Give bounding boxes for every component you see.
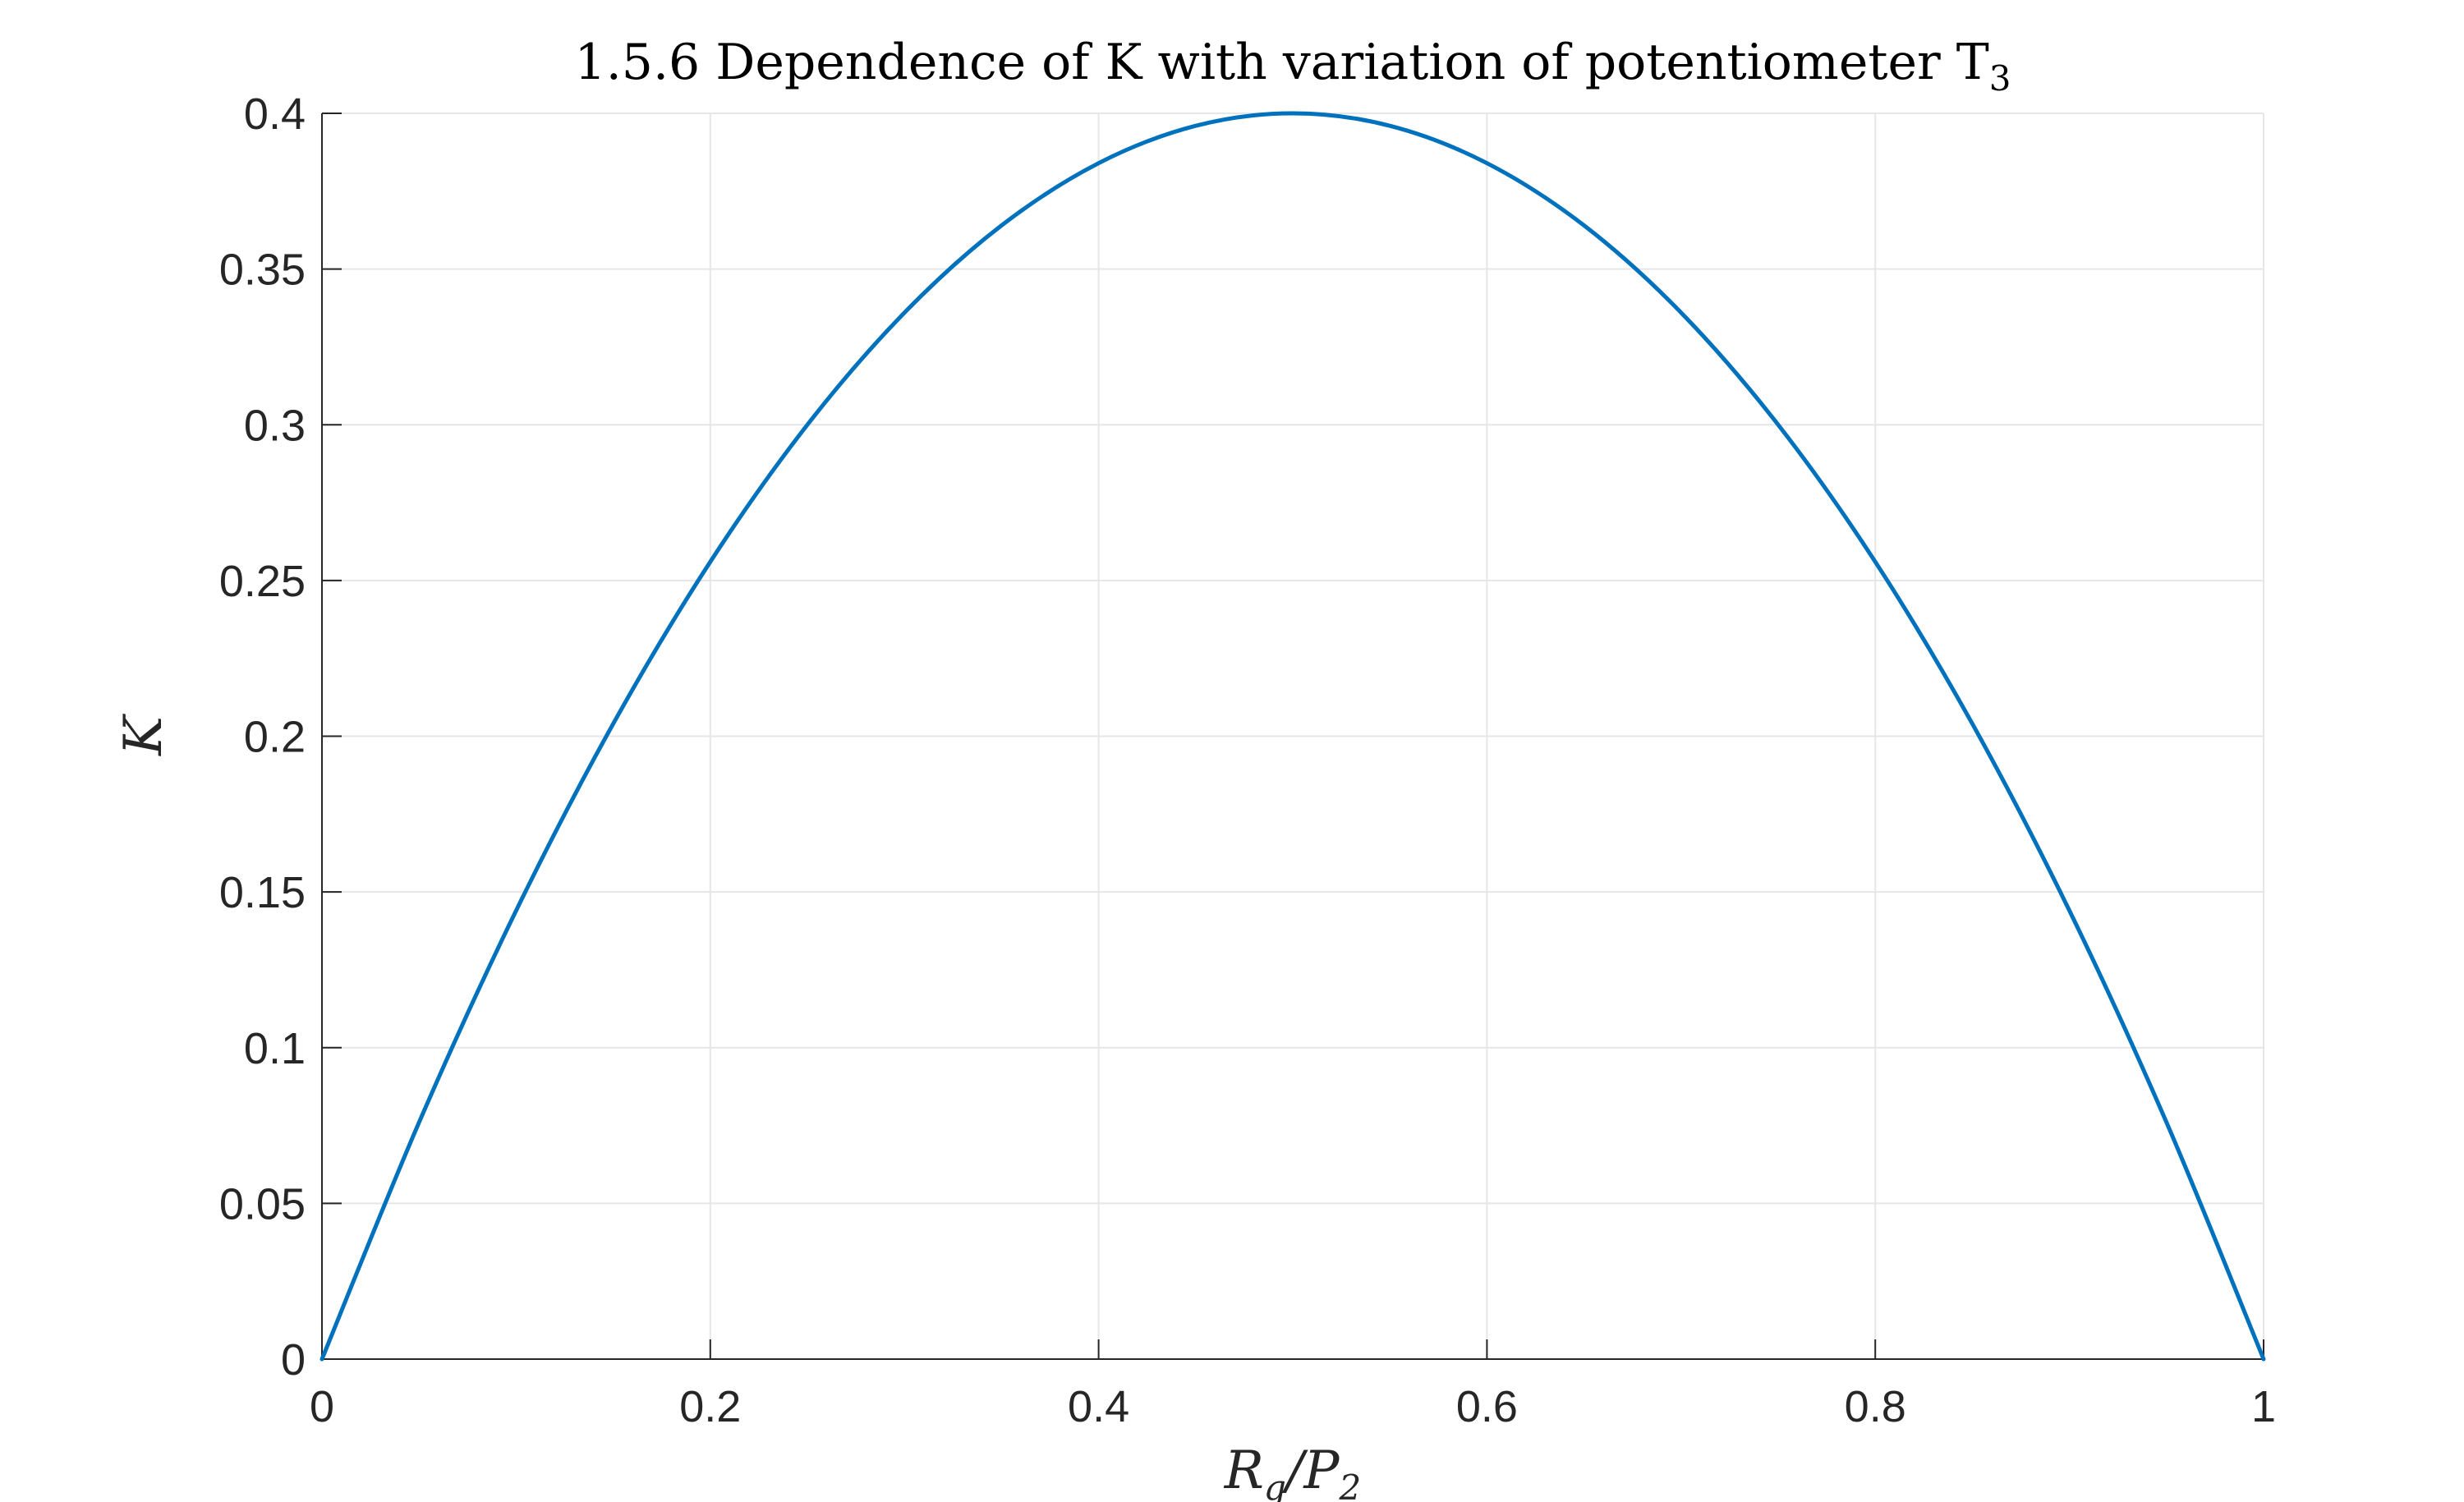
x-tick-label-0: 0 [310, 1382, 334, 1431]
x-tick-label-5: 1 [2251, 1382, 2276, 1431]
y-tick-label-6: 0.3 [244, 401, 306, 450]
series-line-0 [319, 111, 2266, 1362]
y-tick-label-3: 0.15 [219, 868, 306, 917]
y-tick-label-5: 0.25 [219, 557, 306, 606]
x-axis-ticks: 0 0.2 0.4 0.6 0.8 1 [310, 1339, 2276, 1431]
y-axis-ticks: 0 0.05 0.1 0.15 0.2 0.25 0.3 0.35 0.4 [219, 90, 342, 1385]
data-series [319, 111, 2266, 1362]
x-axis-label: Rg/P2 [1224, 1440, 1361, 1502]
y-tick-label-2: 0.1 [244, 1024, 306, 1073]
y-axis-label: K [113, 714, 174, 756]
chart-title: 1.5.6 Dependence of K with variation of … [575, 34, 2011, 99]
y-tick-label-7: 0.35 [219, 246, 306, 295]
x-tick-label-4: 0.8 [1845, 1382, 1906, 1431]
y-tick-label-8: 0.4 [244, 90, 306, 139]
x-tick-label-3: 0.6 [1456, 1382, 1518, 1431]
y-tick-label-0: 0 [281, 1335, 306, 1385]
x-tick-label-2: 0.4 [1068, 1382, 1129, 1431]
y-tick-label-4: 0.2 [244, 713, 306, 762]
x-tick-label-1: 0.2 [679, 1382, 741, 1431]
y-tick-label-1: 0.05 [219, 1179, 306, 1229]
